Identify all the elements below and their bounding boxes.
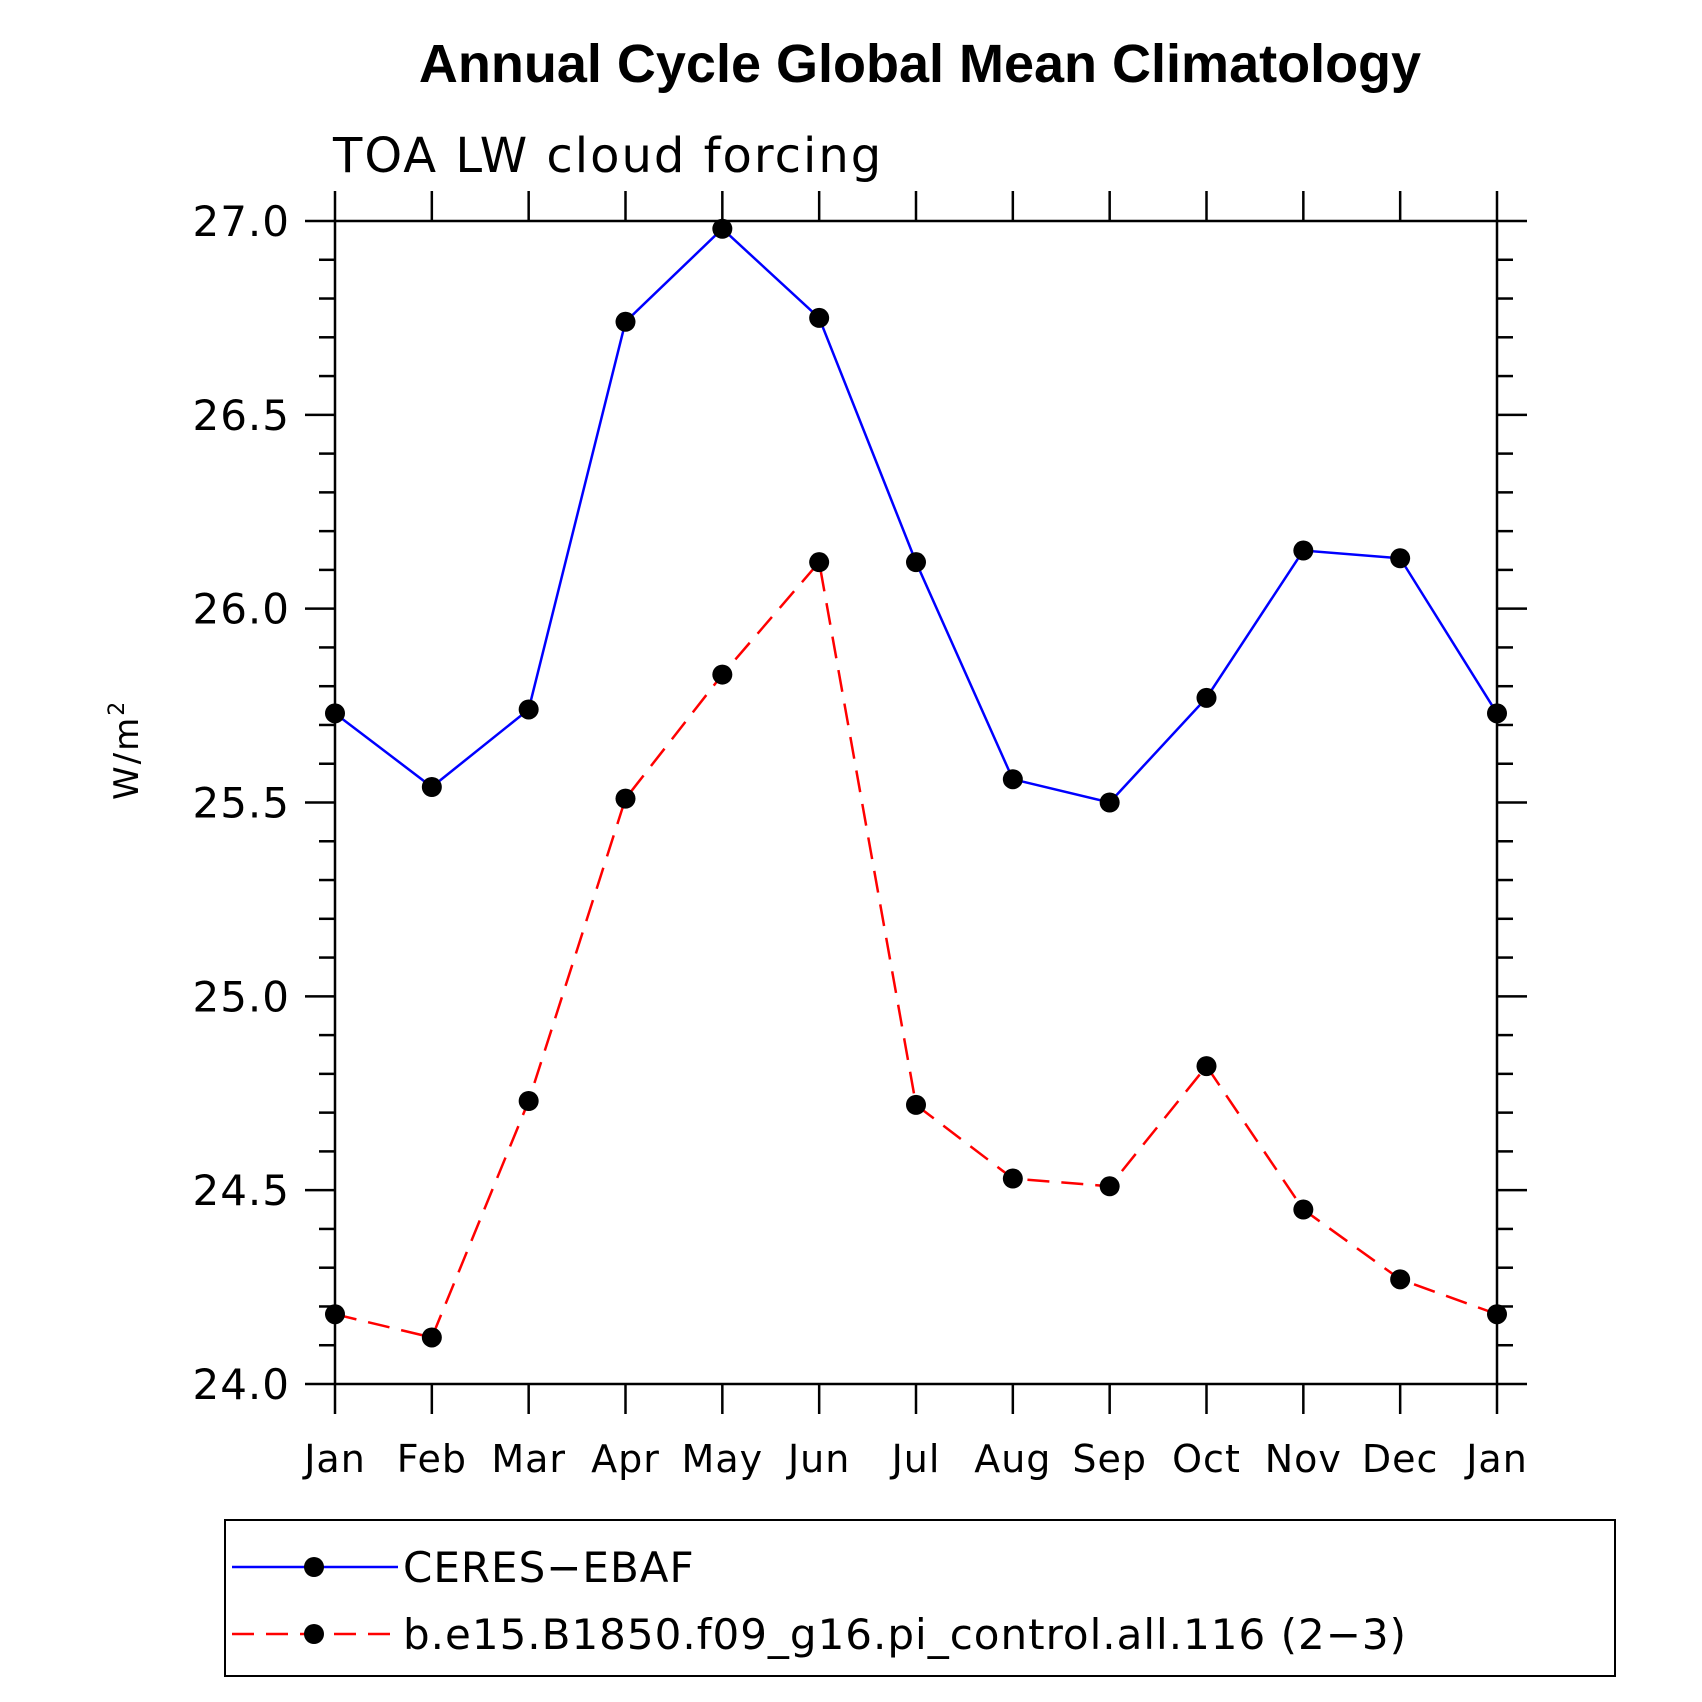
legend: CERES−EBAF b.e15.B1850.f09_g16.pi_control… bbox=[224, 1519, 1616, 1677]
y-tick-label: 24.0 bbox=[192, 1360, 290, 1409]
series-0-point bbox=[421, 776, 442, 797]
series-1-point bbox=[906, 1094, 926, 1115]
x-tick-label: Mar bbox=[491, 1437, 566, 1481]
series-line-0 bbox=[334, 227, 1499, 804]
x-tick-label: Dec bbox=[1362, 1437, 1439, 1481]
legend-marker-0 bbox=[304, 1557, 324, 1577]
series-0-point bbox=[1099, 792, 1120, 813]
series-1-point bbox=[712, 664, 733, 685]
series-1-point bbox=[1196, 1056, 1217, 1077]
series-0-point bbox=[1002, 769, 1023, 790]
series-1-point bbox=[1390, 1269, 1411, 1290]
series-1-point bbox=[809, 552, 830, 573]
series-0-point bbox=[518, 699, 539, 720]
series-1-point bbox=[518, 1091, 539, 1112]
series-1-point bbox=[325, 1304, 345, 1325]
x-tick-label: Oct bbox=[1172, 1437, 1241, 1481]
y-tick-label: 26.0 bbox=[192, 585, 290, 634]
chart-subtitle: TOA LW cloud forcing bbox=[332, 128, 883, 184]
series-1-point bbox=[1293, 1199, 1314, 1220]
series-0-point bbox=[1293, 540, 1314, 561]
y-tick-label: 25.5 bbox=[192, 779, 290, 828]
series-0-point bbox=[325, 703, 345, 724]
series-0-point bbox=[615, 311, 636, 332]
legend-label-0: CERES−EBAF bbox=[403, 1543, 695, 1592]
x-tick-label: Nov bbox=[1265, 1437, 1342, 1481]
x-tick-label: Apr bbox=[591, 1437, 660, 1481]
plot-frame bbox=[333, 219, 1499, 1386]
chart-title: Annual Cycle Global Mean Climatology bbox=[419, 34, 1421, 94]
y-axis-label-base: W/m bbox=[107, 716, 147, 800]
y-tick-label: 24.5 bbox=[192, 1166, 290, 1215]
y-axis-label-superscript: 2 bbox=[105, 700, 130, 716]
series-0-point bbox=[1196, 687, 1217, 708]
series-line-1 bbox=[334, 559, 1498, 1339]
axes: 24.0 24.5 25.0 25.5 26.0 26.5 27.0 Jan Feb Mar Apr… bbox=[192, 191, 1527, 1481]
y-tick-label: 27.0 bbox=[192, 197, 290, 246]
series-1-point bbox=[421, 1327, 442, 1348]
series-0-point bbox=[809, 307, 830, 328]
legend-label-1: b.e15.B1850.f09_g16.pi_control.all.116 (… bbox=[403, 1610, 1407, 1659]
legend-box bbox=[224, 1519, 1616, 1677]
x-tick-label: May bbox=[682, 1437, 764, 1481]
series-1-point bbox=[1002, 1168, 1023, 1189]
y-axis-label: W/m2 bbox=[105, 700, 147, 800]
x-tick-label: Jan bbox=[1464, 1437, 1528, 1481]
x-tick-label: Jun bbox=[786, 1437, 850, 1481]
series-0-point bbox=[906, 552, 926, 573]
x-tick-label: Feb bbox=[397, 1437, 467, 1481]
series-1-point bbox=[1487, 1304, 1507, 1325]
x-tick-label: Aug bbox=[974, 1437, 1051, 1481]
x-tick-label: Jan bbox=[302, 1437, 366, 1481]
series-0-point bbox=[712, 218, 733, 239]
series-layer bbox=[325, 218, 1507, 1348]
y-tick-label: 26.5 bbox=[192, 391, 290, 440]
series-1-point bbox=[615, 788, 636, 809]
series-1-point bbox=[1099, 1176, 1120, 1197]
y-tick-label: 25.0 bbox=[192, 972, 290, 1021]
series-0-point bbox=[1390, 548, 1411, 569]
legend-marker-1 bbox=[304, 1624, 324, 1644]
x-tick-label: Jul bbox=[890, 1437, 941, 1481]
series-0-point bbox=[1487, 703, 1507, 724]
x-tick-label: Sep bbox=[1072, 1437, 1147, 1481]
